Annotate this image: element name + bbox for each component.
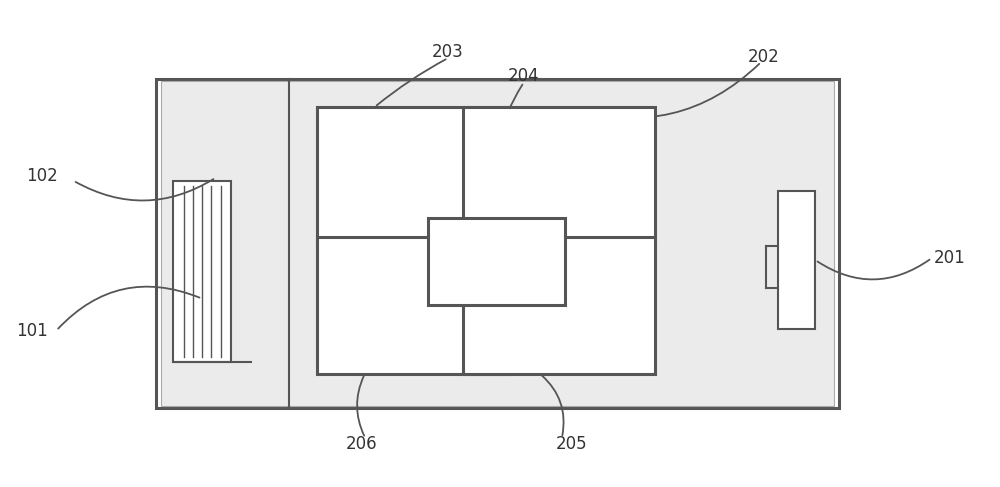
Bar: [161, 81, 834, 406]
Bar: [317, 107, 509, 244]
Text: 102: 102: [26, 167, 58, 185]
Bar: [156, 79, 839, 408]
Bar: [317, 237, 509, 374]
Bar: [778, 191, 815, 329]
Bar: [173, 181, 231, 362]
Bar: [428, 218, 565, 305]
Text: 202: 202: [747, 48, 779, 66]
Text: 201: 201: [934, 249, 966, 267]
Text: 203: 203: [432, 43, 464, 61]
Text: 101: 101: [16, 321, 48, 339]
Text: 206: 206: [345, 435, 377, 453]
Bar: [463, 107, 655, 244]
Text: 204: 204: [508, 67, 540, 85]
Text: 205: 205: [556, 435, 587, 453]
Bar: [463, 237, 655, 374]
